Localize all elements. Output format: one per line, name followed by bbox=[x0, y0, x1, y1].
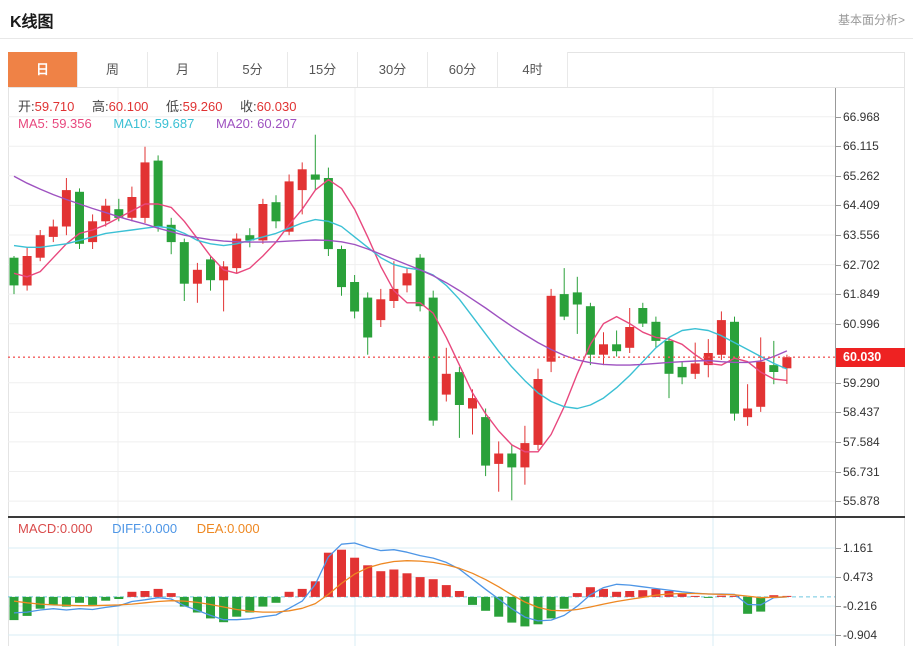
ma-info-row: MA5: 59.356 MA10: 59.687 MA20: 60.207 bbox=[18, 116, 297, 131]
axis-label: 66.968 bbox=[843, 110, 880, 124]
axis-tick bbox=[836, 412, 841, 413]
tab-日[interactable]: 日 bbox=[8, 52, 78, 87]
axis-tick bbox=[836, 472, 841, 473]
axis-label: 60.996 bbox=[843, 317, 880, 331]
low-value: 59.260 bbox=[182, 99, 223, 114]
price-axis-line bbox=[835, 88, 836, 646]
ma20-value: 60.207 bbox=[257, 116, 297, 131]
tab-60分[interactable]: 60分 bbox=[428, 52, 498, 87]
panel-divider bbox=[8, 516, 905, 518]
ohlc-info-row: 开:59.710 高:60.100 低:59.260 收:60.030 bbox=[18, 96, 296, 115]
ma5-value: 59.356 bbox=[51, 116, 92, 131]
period-tab-bar: 日周月 5分 15分 30分 60分 4时 bbox=[8, 52, 905, 88]
ma20-label: MA20: bbox=[215, 116, 254, 131]
last-price-badge: 60.030 bbox=[836, 348, 905, 367]
tab-4时[interactable]: 4时 bbox=[498, 52, 568, 87]
axis-tick bbox=[836, 577, 841, 578]
macd-value: 0.000 bbox=[59, 521, 93, 536]
axis-tick bbox=[836, 383, 841, 384]
tab-5分[interactable]: 5分 bbox=[218, 52, 288, 87]
axis-label: 63.556 bbox=[843, 228, 880, 242]
page-title: K线图 bbox=[10, 14, 54, 31]
axis-tick bbox=[836, 117, 841, 118]
high-value: 60.100 bbox=[108, 99, 149, 114]
axis-tick bbox=[836, 176, 841, 177]
macd-chart[interactable] bbox=[8, 517, 835, 646]
axis-label: 58.437 bbox=[843, 405, 880, 419]
fundamental-analysis-link[interactable]: 基本面分析> bbox=[837, 13, 905, 27]
title-separator bbox=[0, 38, 913, 39]
axis-tick bbox=[836, 324, 841, 325]
axis-label: -0.904 bbox=[843, 628, 878, 642]
close-value: 60.030 bbox=[256, 99, 297, 114]
axis-label: 59.290 bbox=[843, 376, 880, 390]
axis-tick bbox=[836, 146, 841, 147]
axis-label: 62.702 bbox=[843, 258, 880, 272]
dea-value: 0.000 bbox=[227, 521, 260, 536]
axis-tick bbox=[836, 442, 841, 443]
axis-tick bbox=[836, 606, 841, 607]
axis-label: 55.878 bbox=[843, 494, 880, 508]
diff-value: 0.000 bbox=[144, 521, 178, 536]
axis-tick bbox=[836, 294, 841, 295]
high-label: 高: bbox=[92, 99, 109, 114]
macd-label: MACD: bbox=[18, 521, 60, 536]
axis-tick bbox=[836, 235, 841, 236]
ma10-label: MA10: bbox=[113, 116, 151, 131]
axis-label: 65.262 bbox=[843, 169, 880, 183]
axis-label: -0.216 bbox=[843, 599, 878, 613]
ma5-label: MA5: bbox=[18, 116, 49, 131]
macd-info-row: MACD:0.000 DIFF:0.000 DEA:0.000 bbox=[18, 521, 260, 536]
axis-tick bbox=[836, 205, 841, 206]
macd-chart-svg bbox=[8, 517, 835, 646]
open-value: 59.710 bbox=[34, 99, 75, 114]
axis-label: 61.849 bbox=[843, 287, 880, 301]
close-label: 收: bbox=[240, 99, 257, 114]
tab-30分[interactable]: 30分 bbox=[358, 52, 428, 87]
tab-15分[interactable]: 15分 bbox=[288, 52, 358, 87]
axis-label: 57.584 bbox=[843, 435, 880, 449]
tab-周[interactable]: 周 bbox=[78, 52, 148, 87]
axis-tick bbox=[836, 548, 841, 549]
diff-label: DIFF: bbox=[112, 521, 145, 536]
axis-label: 64.409 bbox=[843, 198, 880, 212]
dea-label: DEA: bbox=[196, 521, 228, 536]
axis-label: 0.473 bbox=[843, 570, 874, 584]
axis-tick bbox=[836, 635, 841, 636]
ma10-value: 59.687 bbox=[154, 116, 195, 131]
tab-月[interactable]: 月 bbox=[148, 52, 218, 87]
axis-label: 66.115 bbox=[843, 139, 879, 153]
axis-tick bbox=[836, 265, 841, 266]
axis-label: 56.731 bbox=[843, 465, 880, 479]
price-chart-svg bbox=[8, 88, 835, 517]
candlestick-chart[interactable] bbox=[8, 88, 835, 517]
low-label: 低: bbox=[166, 99, 183, 114]
axis-tick bbox=[836, 501, 841, 502]
axis-label: 1.161 bbox=[843, 541, 874, 555]
open-label: 开: bbox=[18, 99, 35, 114]
